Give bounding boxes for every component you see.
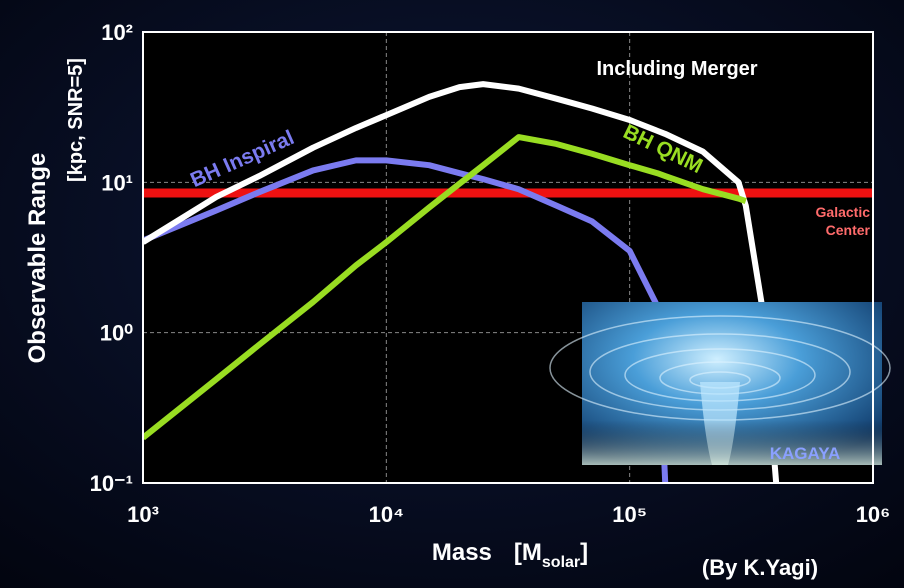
image-credit: KAGAYA: [770, 444, 841, 463]
x-tick-label: 10⁶: [856, 502, 891, 527]
inset-image: KAGAYA: [550, 302, 890, 465]
credit: (By K.Yagi): [702, 555, 818, 580]
y-tick-label: 10⁰: [100, 321, 133, 346]
chart: KAGAYA Galactic Center Including Merger …: [0, 0, 904, 588]
series-label: Including Merger: [596, 58, 757, 80]
x-tick-label: 10⁵: [612, 502, 647, 527]
y-axis-label: Observable Range: [24, 153, 51, 364]
y-tick-label: 10²: [101, 20, 133, 45]
page: {"chart_data": { "type": "line", "x_labe…: [0, 0, 904, 588]
annotation: Galactic: [816, 204, 871, 220]
annotation: Center: [826, 222, 871, 238]
x-label-text: Mass: [432, 539, 492, 566]
x-tick-label: 10³: [127, 502, 159, 527]
x-tick-label: 10⁴: [369, 502, 404, 527]
x-unit-close: ]: [580, 539, 588, 566]
x-unit: [M: [514, 539, 542, 566]
x-unit-sub: solar: [542, 554, 580, 571]
y-tick-label: 10⁻¹: [90, 471, 133, 496]
y-axis-unit: [kpc, SNR=5]: [65, 58, 87, 182]
y-tick-label: 10¹: [101, 170, 133, 195]
